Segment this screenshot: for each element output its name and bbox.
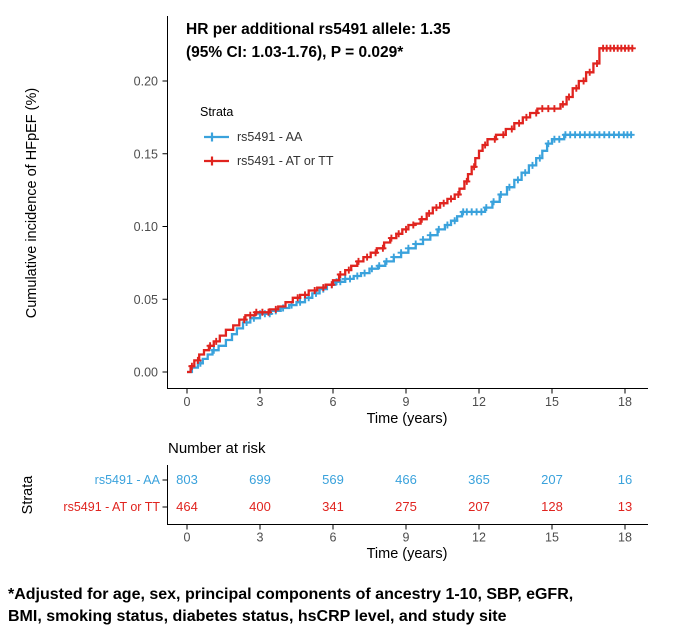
x-tick-label-9: 9 bbox=[403, 395, 410, 409]
risk-x-tick-label-15: 15 bbox=[545, 531, 559, 545]
risk-x-tick-label-18: 18 bbox=[618, 531, 632, 545]
risk-count-at-tt-t6: 341 bbox=[322, 499, 344, 514]
risk-table-x-axis-title: Time (years) bbox=[367, 546, 448, 562]
risk-count-at-tt-t3: 400 bbox=[249, 499, 271, 514]
risk-x-tick-label-0: 0 bbox=[184, 531, 191, 545]
risk-count-aa-t3: 699 bbox=[249, 472, 271, 487]
survival-chart-svg: HR per additional rs5491 allele: 1.35 (9… bbox=[20, 16, 648, 562]
legend-label-aa: rs5491 - AA bbox=[237, 130, 303, 144]
survival-curves bbox=[187, 44, 636, 374]
x-axis-ticks: 0 3 6 9 12 15 18 bbox=[184, 388, 632, 409]
risk-x-tick-label-12: 12 bbox=[472, 531, 486, 545]
y-axis-title: Cumulative incidence of HFpEF (%) bbox=[24, 88, 40, 318]
x-tick-label-6: 6 bbox=[330, 395, 337, 409]
risk-count-at-tt-t18: 13 bbox=[618, 499, 632, 514]
y-tick-label-0.10: 0.10 bbox=[134, 220, 158, 234]
risk-x-tick-label-6: 6 bbox=[330, 531, 337, 545]
curve-aa bbox=[187, 133, 633, 374]
risk-row-ticks bbox=[162, 479, 168, 508]
y-tick-label-0.05: 0.05 bbox=[134, 293, 158, 307]
footnote-line2: BMI, smoking status, diabetes status, hs… bbox=[8, 608, 507, 625]
risk-x-tick-label-9: 9 bbox=[403, 531, 410, 545]
risk-count-at-tt-t0: 464 bbox=[176, 499, 198, 514]
x-axis-title: Time (years) bbox=[367, 411, 448, 427]
risk-table-axes bbox=[167, 465, 648, 525]
y-axis-ticks: 0.00 0.05 0.10 0.15 0.20 bbox=[134, 75, 168, 380]
risk-count-aa-t18: 16 bbox=[618, 472, 632, 487]
censor-marks-at-tt bbox=[188, 44, 636, 370]
y-tick-label-0.00: 0.00 bbox=[134, 366, 158, 380]
legend-label-at-tt: rs5491 - AT or TT bbox=[237, 154, 334, 168]
risk-x-tick-label-3: 3 bbox=[257, 531, 264, 545]
risk-table-x-ticks: 0 3 6 9 12 15 18 bbox=[184, 524, 632, 545]
footnote: *Adjusted for age, sex, principal compon… bbox=[8, 584, 670, 628]
y-tick-label-0.20: 0.20 bbox=[134, 75, 158, 89]
legend: Strata rs5491 - AA rs5491 - AT or TT bbox=[200, 105, 334, 168]
footnote-line1: *Adjusted for age, sex, principal compon… bbox=[8, 586, 574, 603]
risk-count-at-tt-t9: 275 bbox=[395, 499, 417, 514]
x-tick-label-15: 15 bbox=[545, 395, 559, 409]
risk-count-aa-t9: 466 bbox=[395, 472, 417, 487]
legend-title: Strata bbox=[200, 105, 233, 119]
x-tick-label-18: 18 bbox=[618, 395, 632, 409]
x-tick-label-12: 12 bbox=[472, 395, 486, 409]
risk-table-numbers: 803 699 569 466 365 207 16 464 400 341 275 207 128 13 bbox=[176, 472, 632, 514]
risk-count-aa-t12: 365 bbox=[468, 472, 490, 487]
annotation-line1: HR per additional rs5491 allele: 1.35 bbox=[186, 21, 451, 38]
annotation-line2: (95% CI: 1.03-1.76), P = 0.029* bbox=[186, 44, 404, 61]
risk-row-label-aa: rs5491 - AA bbox=[95, 473, 161, 487]
x-tick-label-0: 0 bbox=[184, 395, 191, 409]
risk-table-title: Number at risk bbox=[168, 440, 266, 457]
risk-count-aa-t0: 803 bbox=[176, 472, 198, 487]
risk-table-axis-label: Strata bbox=[20, 475, 36, 515]
main-axes bbox=[167, 16, 648, 389]
legend-key-at-tt-icon bbox=[204, 156, 229, 166]
risk-count-at-tt-t15: 128 bbox=[541, 499, 563, 514]
y-tick-label-0.15: 0.15 bbox=[134, 147, 158, 161]
risk-count-at-tt-t12: 207 bbox=[468, 499, 490, 514]
risk-count-aa-t15: 207 bbox=[541, 472, 563, 487]
risk-row-label-at-tt: rs5491 - AT or TT bbox=[63, 500, 160, 514]
risk-count-aa-t6: 569 bbox=[322, 472, 344, 487]
x-tick-label-3: 3 bbox=[257, 395, 264, 409]
legend-key-aa-icon bbox=[204, 132, 229, 142]
